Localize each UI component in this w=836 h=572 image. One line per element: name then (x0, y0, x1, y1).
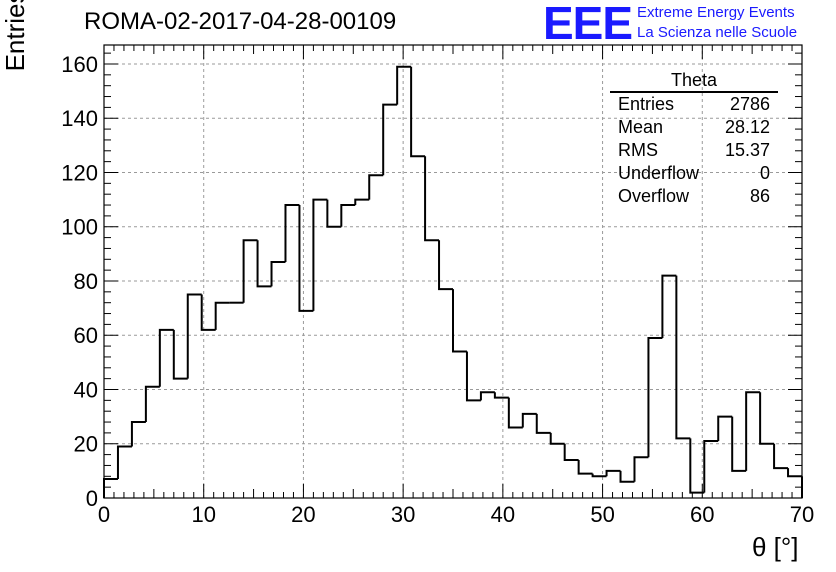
histogram-bin (591, 473, 607, 478)
stats-label: Overflow (618, 186, 690, 206)
chart-title: ROMA-02-2017-04-28-00109 (84, 8, 397, 35)
stats-row-entries: Entries 2786 (610, 93, 778, 116)
x-tick-label: 20 (291, 502, 315, 527)
histogram-bin (298, 205, 314, 312)
histogram-bin (214, 301, 230, 330)
histogram-bin (745, 391, 761, 471)
stats-row-mean: Mean 28.12 (610, 116, 778, 139)
histogram-bin (438, 240, 453, 291)
histogram-bin (158, 328, 174, 387)
y-tick-label: 100 (61, 215, 98, 240)
histogram-bin (647, 336, 663, 458)
stats-label: Entries (618, 94, 675, 114)
histogram-bin (452, 289, 467, 353)
x-tick-label: 0 (98, 502, 110, 527)
x-tick-label: 40 (491, 502, 515, 527)
histogram-bin (479, 391, 495, 401)
histogram-bin (144, 385, 160, 423)
histogram-bin (172, 329, 188, 380)
histogram-bin (130, 421, 146, 447)
histogram-bin (116, 445, 132, 480)
histogram-bin (326, 199, 342, 228)
stats-value: 28.12 (724, 117, 770, 137)
y-tick-label: 160 (61, 52, 98, 77)
histogram-bin (270, 261, 286, 287)
stats-label: RMS (618, 140, 658, 160)
y-tick-label: 60 (74, 323, 98, 348)
stats-value: 0 (759, 163, 770, 183)
histogram-bin (465, 351, 481, 402)
logo-subtitle-2: La Scienza nelle Scuole (637, 24, 798, 41)
y-tick-label: 140 (61, 106, 98, 131)
y-tick-label: 40 (74, 377, 98, 402)
histogram-bin (340, 204, 356, 227)
histogram-bin (424, 156, 440, 242)
histogram-bin (256, 240, 272, 288)
eee-logo: EEE (543, 0, 633, 49)
stats-box: Theta Entries 2786 Mean 28.12 RMS 15.37 … (610, 70, 778, 208)
y-axis-label: Entries/bin (0, 0, 30, 72)
histogram-bin (103, 478, 118, 498)
histogram-bin (410, 66, 426, 158)
stats-row-overflow: Overflow 86 (610, 185, 778, 208)
x-tick-label: 10 (191, 502, 215, 527)
x-tick-label: 60 (690, 502, 714, 527)
histogram-bin (605, 469, 621, 477)
histogram-bin (284, 204, 300, 263)
histogram-bin (675, 275, 691, 440)
histogram-bin (731, 416, 747, 472)
histogram-bin (368, 174, 384, 200)
histogram-bin (312, 198, 328, 311)
x-tick-label: 70 (790, 502, 814, 527)
histogram-bin (507, 397, 523, 429)
histogram-bin (619, 470, 635, 483)
y-tick-label: 0 (86, 486, 98, 511)
histogram-bin (689, 438, 705, 494)
y-tick-label: 80 (74, 269, 98, 294)
histogram-bin (186, 293, 202, 379)
stats-value: 15.37 (724, 140, 770, 160)
histogram-bin (759, 392, 775, 445)
x-tick-label: 30 (391, 502, 415, 527)
histogram-bin (787, 468, 802, 478)
histogram-bin (577, 460, 593, 475)
histogram-bin (382, 103, 398, 176)
histogram-bin (633, 456, 649, 482)
stats-label: Underflow (618, 163, 700, 183)
x-axis-label: θ [°] (752, 532, 799, 562)
y-tick-label: 20 (74, 432, 98, 457)
histogram-bin (717, 415, 733, 442)
stats-label: Mean (618, 117, 664, 137)
y-tick-label: 120 (61, 160, 98, 185)
histogram-bin (521, 412, 537, 428)
stats-row-underflow: Underflow 0 (610, 162, 778, 185)
logo-subtitle-1: Extreme Energy Events (637, 4, 795, 21)
histogram-bin (200, 294, 216, 331)
stats-row-rms: RMS 15.37 (610, 139, 778, 162)
histogram-bin (242, 239, 258, 303)
stats-title: Theta (610, 70, 778, 93)
histogram-bin (396, 65, 412, 105)
histogram-bin (563, 443, 579, 462)
x-tick-label: 50 (590, 502, 614, 527)
stats-value: 86 (749, 186, 770, 206)
histogram-bin (535, 413, 551, 434)
stats-value: 2786 (729, 94, 770, 114)
histogram-bin (661, 274, 677, 338)
histogram-bin (773, 443, 789, 470)
histogram-bin (493, 392, 509, 399)
histogram-bin (354, 198, 370, 206)
histogram-bin (703, 440, 719, 493)
histogram-bin (549, 432, 565, 445)
